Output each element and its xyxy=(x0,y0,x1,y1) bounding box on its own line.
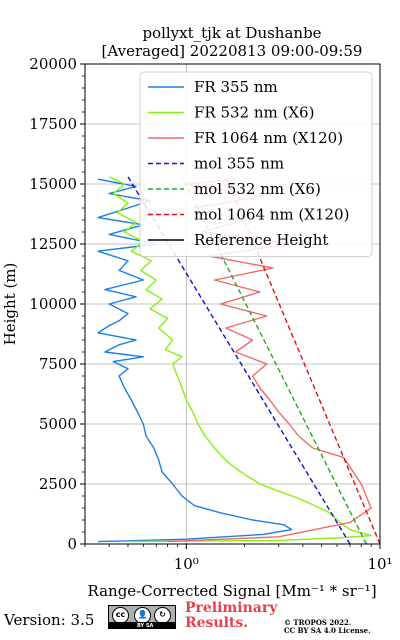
legend-label: FR 532 nm (X6) xyxy=(194,104,314,122)
series-line-4 xyxy=(181,176,367,545)
series-line-0 xyxy=(97,178,293,543)
footer: Version: 3.5 cc 👤 ↻ BY SA Preliminary Re… xyxy=(0,600,400,640)
preliminary-line2: Results. xyxy=(185,615,249,631)
y-tick-label: 20000 xyxy=(29,55,77,73)
cc-strip-label: BY SA xyxy=(137,623,154,629)
legend-label: mol 355 nm xyxy=(194,155,284,173)
y-tick-label: 7500 xyxy=(39,355,77,373)
chart-subtitle: [Averaged] 20220813 09:00-09:59 xyxy=(102,42,363,60)
y-axis-label: Height (m) xyxy=(1,263,19,346)
x-tick-label: 10⁰ xyxy=(174,555,199,573)
y-tick-label: 15000 xyxy=(29,175,77,193)
copyright-line1: © TROPOS 2022. xyxy=(284,618,352,627)
x-axis-label: Range-Corrected Signal [Mm⁻¹ * sr⁻¹] xyxy=(87,582,376,600)
y-tick-label: 0 xyxy=(67,535,77,553)
y-tick-label: 12500 xyxy=(29,235,77,253)
legend-box xyxy=(139,71,373,257)
y-tick-label: 5000 xyxy=(39,415,77,433)
cc-strip xyxy=(109,622,175,628)
version-label: Version: 3.5 xyxy=(4,611,95,629)
cc-license-badge[interactable]: cc 👤 ↻ BY SA xyxy=(108,605,176,629)
legend-label: mol 532 nm (X6) xyxy=(194,180,321,198)
y-tick-label: 2500 xyxy=(39,475,77,493)
legend-label: FR 1064 nm (X120) xyxy=(194,129,343,147)
legend-label: FR 355 nm xyxy=(194,78,278,96)
legend-label: mol 1064 nm (X120) xyxy=(194,206,349,224)
y-tick-label: 17500 xyxy=(29,115,77,133)
copyright-line2: CC BY SA 4.0 License. xyxy=(284,626,371,635)
legend-label: Reference Height xyxy=(194,231,328,249)
preliminary-notice: Preliminary Results. xyxy=(185,601,277,631)
share-alike-icon: ↻ xyxy=(154,607,171,624)
copyright-notice: © TROPOS 2022. CC BY SA 4.0 License. xyxy=(284,619,371,635)
y-tick-label: 10000 xyxy=(29,295,77,313)
lidar-profile-chart: 0 2500 5000 7500 10000 12500 15000 17500 20000 10… xyxy=(1,24,393,600)
chart-title: pollyxt_tjk at Dushanbe xyxy=(142,24,321,42)
x-tick-label: 10¹ xyxy=(367,555,392,573)
preliminary-line1: Preliminary xyxy=(185,600,278,616)
